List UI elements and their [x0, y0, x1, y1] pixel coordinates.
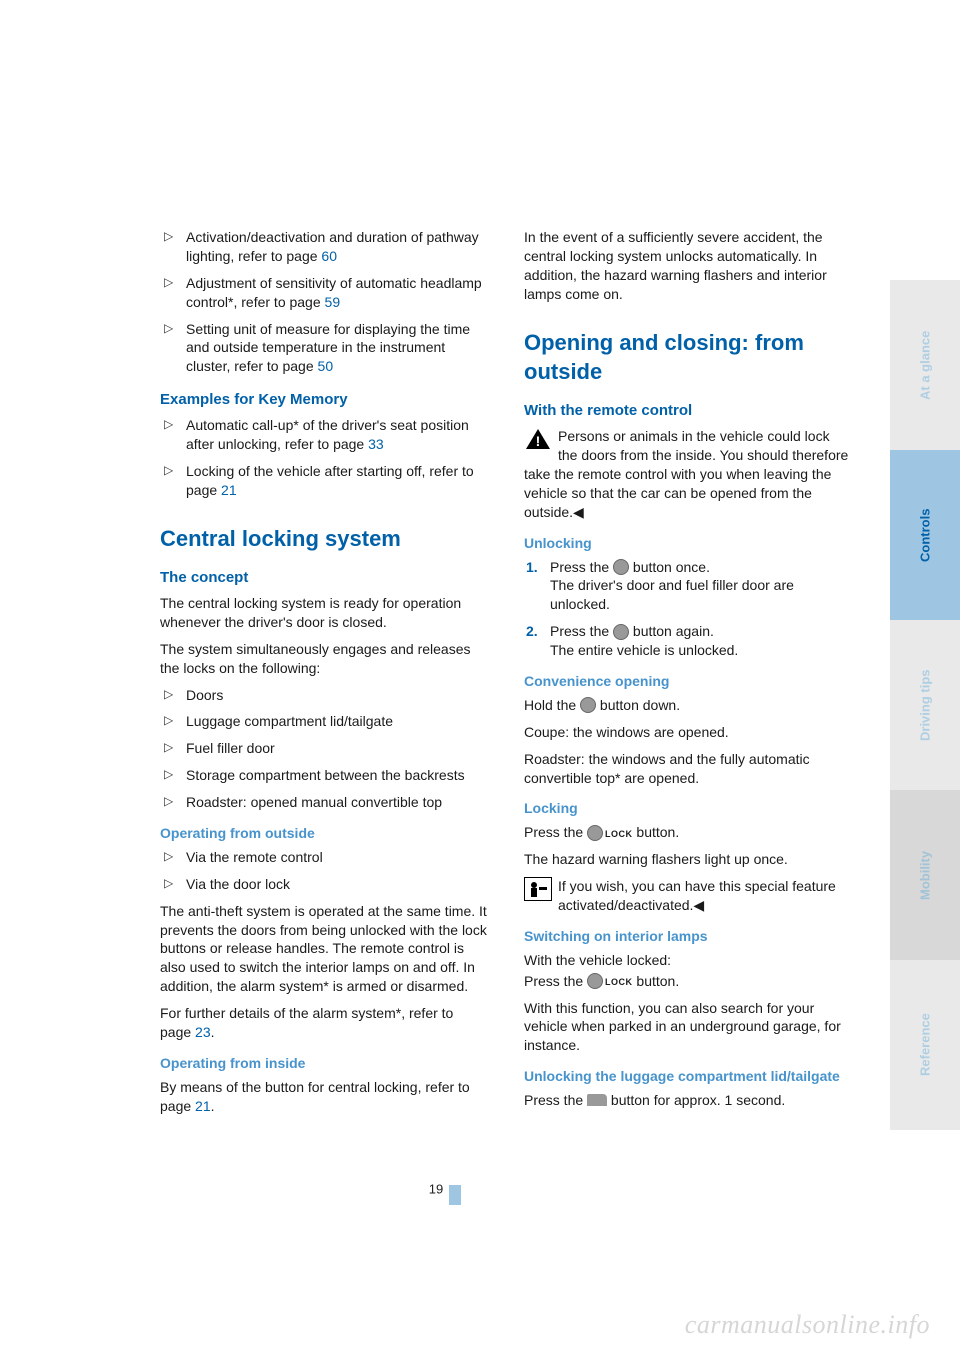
heading-unlocking: Unlocking: [524, 534, 852, 553]
text: Press the: [550, 623, 613, 639]
watermark: carmanualsonline.info: [685, 1310, 930, 1340]
paragraph: Coupe: the windows are opened.: [524, 723, 852, 742]
heading-opening-closing: Opening and closing: from outside: [524, 328, 852, 387]
heading-central-locking: Central locking system: [160, 524, 488, 554]
page: Activation/deactivation and duration of …: [0, 0, 960, 1358]
paragraph: Hold the button down.: [524, 696, 852, 715]
bullet-list-opout: Via the remote control Via the door lock: [160, 848, 488, 894]
heading-interior-lamps: Switching on interior lamps: [524, 927, 852, 946]
paragraph: Roadster: the windows and the fully auto…: [524, 750, 852, 788]
page-ref[interactable]: 60: [321, 248, 337, 264]
numbered-list-unlock: 1. Press the button once. The driver's d…: [524, 558, 852, 660]
text: Hold the: [524, 697, 580, 713]
list-item: Setting unit of measure for displaying t…: [160, 320, 488, 377]
list-item: Adjustment of sensitivity of automatic h…: [160, 274, 488, 312]
text: Automatic call-up* of the driver's seat …: [186, 417, 469, 452]
text: Press the: [550, 559, 613, 575]
list-item: Locking of the vehicle after starting of…: [160, 462, 488, 500]
tab-controls[interactable]: Controls: [890, 450, 960, 620]
feature-note: If you wish, you can have this special f…: [524, 877, 852, 915]
sidebar-tabs: At a glance Controls Driving tips Mobili…: [890, 0, 960, 1358]
warning-text: Persons or animals in the vehicle could …: [524, 428, 848, 520]
paragraph: Press the LOCK button.: [524, 972, 852, 991]
paragraph: By means of the button for central locki…: [160, 1078, 488, 1116]
right-column: In the event of a sufficiently severe ac…: [524, 228, 852, 1318]
unlock-button-icon: [580, 697, 596, 713]
heading-luggage: Unlocking the luggage compartment lid/ta…: [524, 1067, 852, 1086]
left-column: Activation/deactivation and duration of …: [160, 228, 488, 1318]
page-ref[interactable]: 23: [195, 1024, 211, 1040]
lock-label: LOCK: [605, 977, 633, 987]
paragraph: With the vehicle locked:: [524, 951, 852, 970]
page-ref[interactable]: 21: [221, 482, 237, 498]
page-ref[interactable]: 33: [368, 436, 384, 452]
unlock-button-icon: [613, 559, 629, 575]
text: button once.: [629, 559, 710, 575]
warning-icon: !: [524, 427, 552, 451]
heading-locking: Locking: [524, 799, 852, 818]
list-item: 2. Press the button again. The entire ve…: [524, 622, 852, 660]
text: The entire vehicle is unlocked.: [550, 642, 738, 658]
note-text: If you wish, you can have this special f…: [558, 878, 836, 913]
page-ref[interactable]: 59: [325, 294, 341, 310]
text: Press the: [524, 1092, 587, 1108]
num-label: 1.: [526, 558, 538, 577]
heading-key-memory: Examples for Key Memory: [160, 390, 488, 410]
tab-at-a-glance[interactable]: At a glance: [890, 280, 960, 450]
tab-mobility[interactable]: Mobility: [890, 790, 960, 960]
heading-concept: The concept: [160, 568, 488, 588]
bullet-list-top: Activation/deactivation and duration of …: [160, 228, 488, 376]
lock-button-icon: [587, 973, 603, 989]
heading-operating-outside: Operating from outside: [160, 824, 488, 843]
paragraph: Press the button for approx. 1 second.: [524, 1091, 852, 1110]
unlock-button-icon: [613, 624, 629, 640]
bullet-list-key: Automatic call-up* of the driver's seat …: [160, 416, 488, 500]
list-item: Fuel filler door: [160, 739, 488, 758]
text: The driver's door and fuel filler door a…: [550, 577, 794, 612]
list-item: Doors: [160, 686, 488, 705]
text: Press the: [524, 824, 587, 840]
warning-note: ! Persons or animals in the vehicle coul…: [524, 427, 852, 521]
paragraph: The anti-theft system is operated at the…: [160, 902, 488, 996]
bullet-list-locks: Doors Luggage compartment lid/tailgate F…: [160, 686, 488, 812]
paragraph: For further details of the alarm system*…: [160, 1004, 488, 1042]
list-item: Roadster: opened manual convertible top: [160, 793, 488, 812]
content-area: Activation/deactivation and duration of …: [0, 0, 890, 1358]
list-item: Storage compartment between the backrest…: [160, 766, 488, 785]
list-item: Via the remote control: [160, 848, 488, 867]
text: button.: [633, 973, 680, 989]
text: button again.: [629, 623, 714, 639]
list-item: Activation/deactivation and duration of …: [160, 228, 488, 266]
trunk-button-icon: [587, 1094, 607, 1106]
tab-driving-tips[interactable]: Driving tips: [890, 620, 960, 790]
text: button.: [633, 824, 680, 840]
svg-text:!: !: [536, 433, 541, 449]
text: Press the: [524, 973, 587, 989]
paragraph: In the event of a sufficiently severe ac…: [524, 228, 852, 304]
lock-button-icon: [587, 825, 603, 841]
heading-operating-inside: Operating from inside: [160, 1054, 488, 1073]
list-item: 1. Press the button once. The driver's d…: [524, 558, 852, 615]
page-ref[interactable]: 21: [195, 1098, 211, 1114]
paragraph: The hazard warning flashers light up onc…: [524, 850, 852, 869]
paragraph: The central locking system is ready for …: [160, 594, 488, 632]
text: button for approx. 1 second.: [607, 1092, 785, 1108]
person-key-icon: [524, 877, 552, 901]
heading-convenience: Convenience opening: [524, 672, 852, 691]
paragraph: The system simultaneously engages and re…: [160, 640, 488, 678]
tab-reference[interactable]: Reference: [890, 960, 960, 1130]
page-ref[interactable]: 50: [318, 358, 334, 374]
paragraph: Press the LOCK button.: [524, 823, 852, 842]
paragraph: With this function, you can also search …: [524, 999, 852, 1056]
lock-label: LOCK: [605, 829, 633, 839]
list-item: Luggage compartment lid/tailgate: [160, 712, 488, 731]
text: button down.: [596, 697, 680, 713]
heading-remote-control: With the remote control: [524, 401, 852, 421]
num-label: 2.: [526, 622, 538, 641]
list-item: Automatic call-up* of the driver's seat …: [160, 416, 488, 454]
list-item: Via the door lock: [160, 875, 488, 894]
page-number: 19: [0, 1180, 890, 1200]
